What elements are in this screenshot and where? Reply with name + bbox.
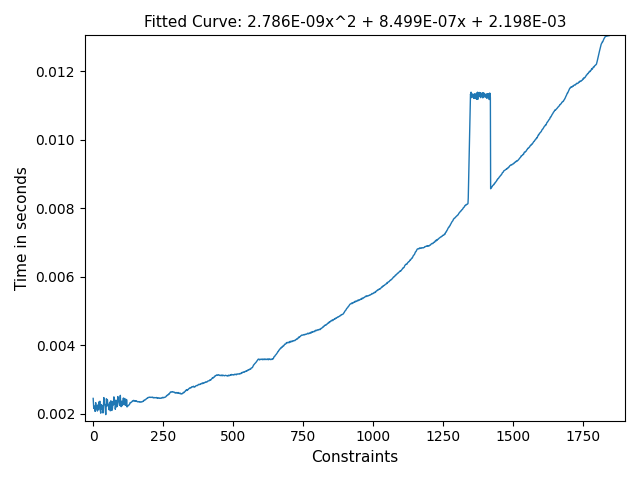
Title: Fitted Curve: 2.786E-09x^2 + 8.499E-07x + 2.198E-03: Fitted Curve: 2.786E-09x^2 + 8.499E-07x … <box>143 15 566 30</box>
Y-axis label: Time in seconds: Time in seconds <box>15 166 30 290</box>
X-axis label: Constraints: Constraints <box>311 450 399 465</box>
